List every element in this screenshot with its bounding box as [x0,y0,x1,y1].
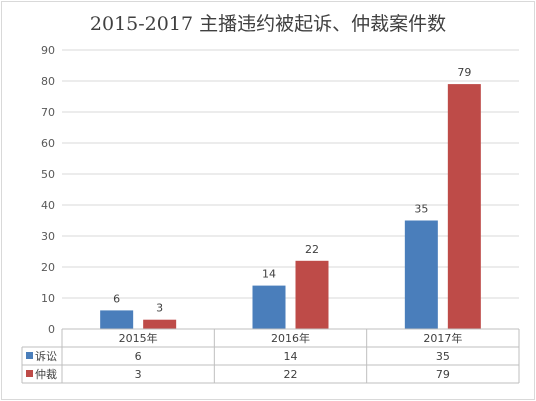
legend-label: 诉讼 [35,350,57,363]
y-tick-label: 60 [41,137,55,150]
data-label: 6 [113,292,120,305]
bar [404,220,438,329]
table-cell: 22 [284,368,298,381]
bar [100,310,134,329]
data-label: 35 [414,203,428,216]
data-label: 14 [262,268,276,281]
bar [447,84,481,329]
table-cell: 6 [135,350,142,363]
legend-label: 仲裁 [35,367,57,381]
x-category-label: 2017年 [423,331,462,345]
y-tick-label: 50 [41,168,55,181]
table-cell: 14 [284,350,298,363]
data-label: 79 [457,66,471,79]
table-cell: 3 [135,368,142,381]
table-cell: 35 [436,350,450,363]
bar [252,285,286,329]
y-tick-label: 30 [41,230,55,243]
x-category-label: 2016年 [271,331,310,345]
y-tick-label: 20 [41,261,55,274]
legend-key [26,370,33,377]
y-tick-label: 10 [41,292,55,305]
chart-title: 2015-2017 主播违约被起诉、仲裁案件数 [89,13,447,35]
y-tick-label: 0 [48,323,55,336]
y-tick-label: 90 [41,44,55,57]
data-label: 22 [305,243,319,256]
y-tick-label: 70 [41,106,55,119]
bar [295,260,329,329]
legend-key [26,352,33,359]
table-cell: 79 [436,368,450,381]
data-label: 3 [156,302,163,315]
y-tick-label: 40 [41,199,55,212]
bar [143,319,177,329]
y-tick-label: 80 [41,75,55,88]
x-category-label: 2015年 [119,331,158,345]
